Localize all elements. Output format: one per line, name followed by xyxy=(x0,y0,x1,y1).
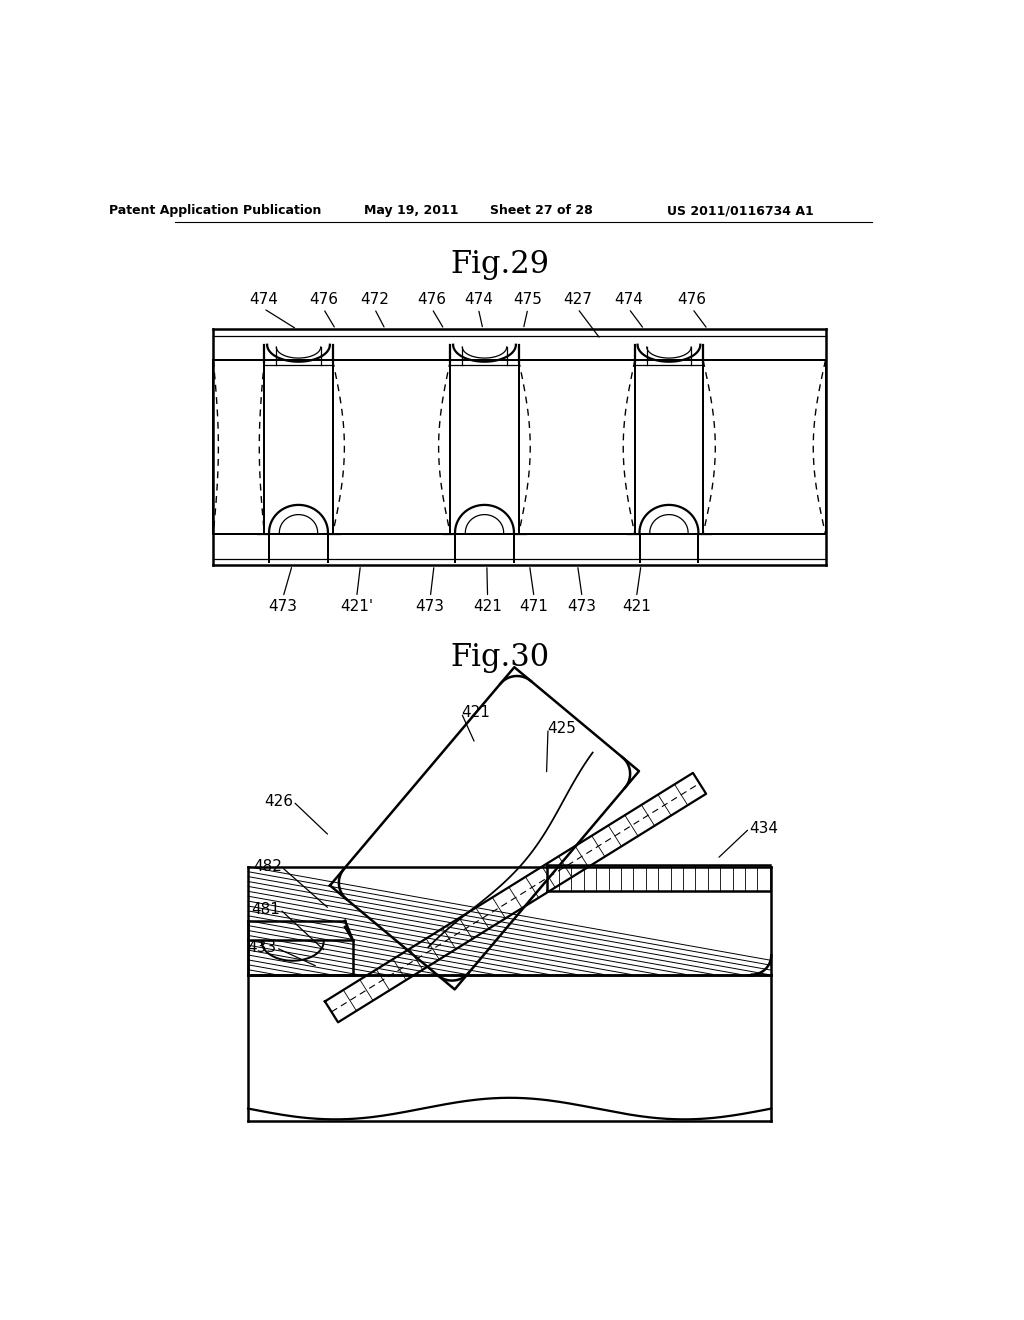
Text: 433: 433 xyxy=(248,940,276,956)
Text: 427: 427 xyxy=(563,292,592,308)
Text: 421: 421 xyxy=(473,599,502,614)
Text: 475: 475 xyxy=(513,292,543,308)
Text: Sheet 27 of 28: Sheet 27 of 28 xyxy=(489,205,593,218)
Text: 421: 421 xyxy=(461,705,489,721)
Text: 421: 421 xyxy=(622,599,651,614)
Text: 473: 473 xyxy=(567,599,597,614)
Text: 425: 425 xyxy=(548,721,577,735)
Text: Fig.30: Fig.30 xyxy=(451,642,550,673)
Text: 474: 474 xyxy=(614,292,643,308)
Text: 476: 476 xyxy=(418,292,446,308)
Text: Patent Application Publication: Patent Application Publication xyxy=(109,205,321,218)
Text: 474: 474 xyxy=(249,292,279,308)
Text: 434: 434 xyxy=(749,821,778,836)
Text: May 19, 2011: May 19, 2011 xyxy=(364,205,458,218)
Text: 421': 421' xyxy=(340,599,373,614)
Text: 473: 473 xyxy=(416,599,444,614)
Text: 481: 481 xyxy=(252,902,281,916)
Text: US 2011/0116734 A1: US 2011/0116734 A1 xyxy=(667,205,814,218)
Text: 426: 426 xyxy=(264,793,294,809)
Text: 476: 476 xyxy=(309,292,338,308)
Text: 474: 474 xyxy=(464,292,493,308)
Text: 472: 472 xyxy=(360,292,389,308)
Text: 473: 473 xyxy=(268,599,298,614)
Text: 476: 476 xyxy=(678,292,707,308)
Text: 482: 482 xyxy=(253,859,282,874)
Text: Fig.29: Fig.29 xyxy=(451,249,550,280)
Text: 471: 471 xyxy=(519,599,549,614)
